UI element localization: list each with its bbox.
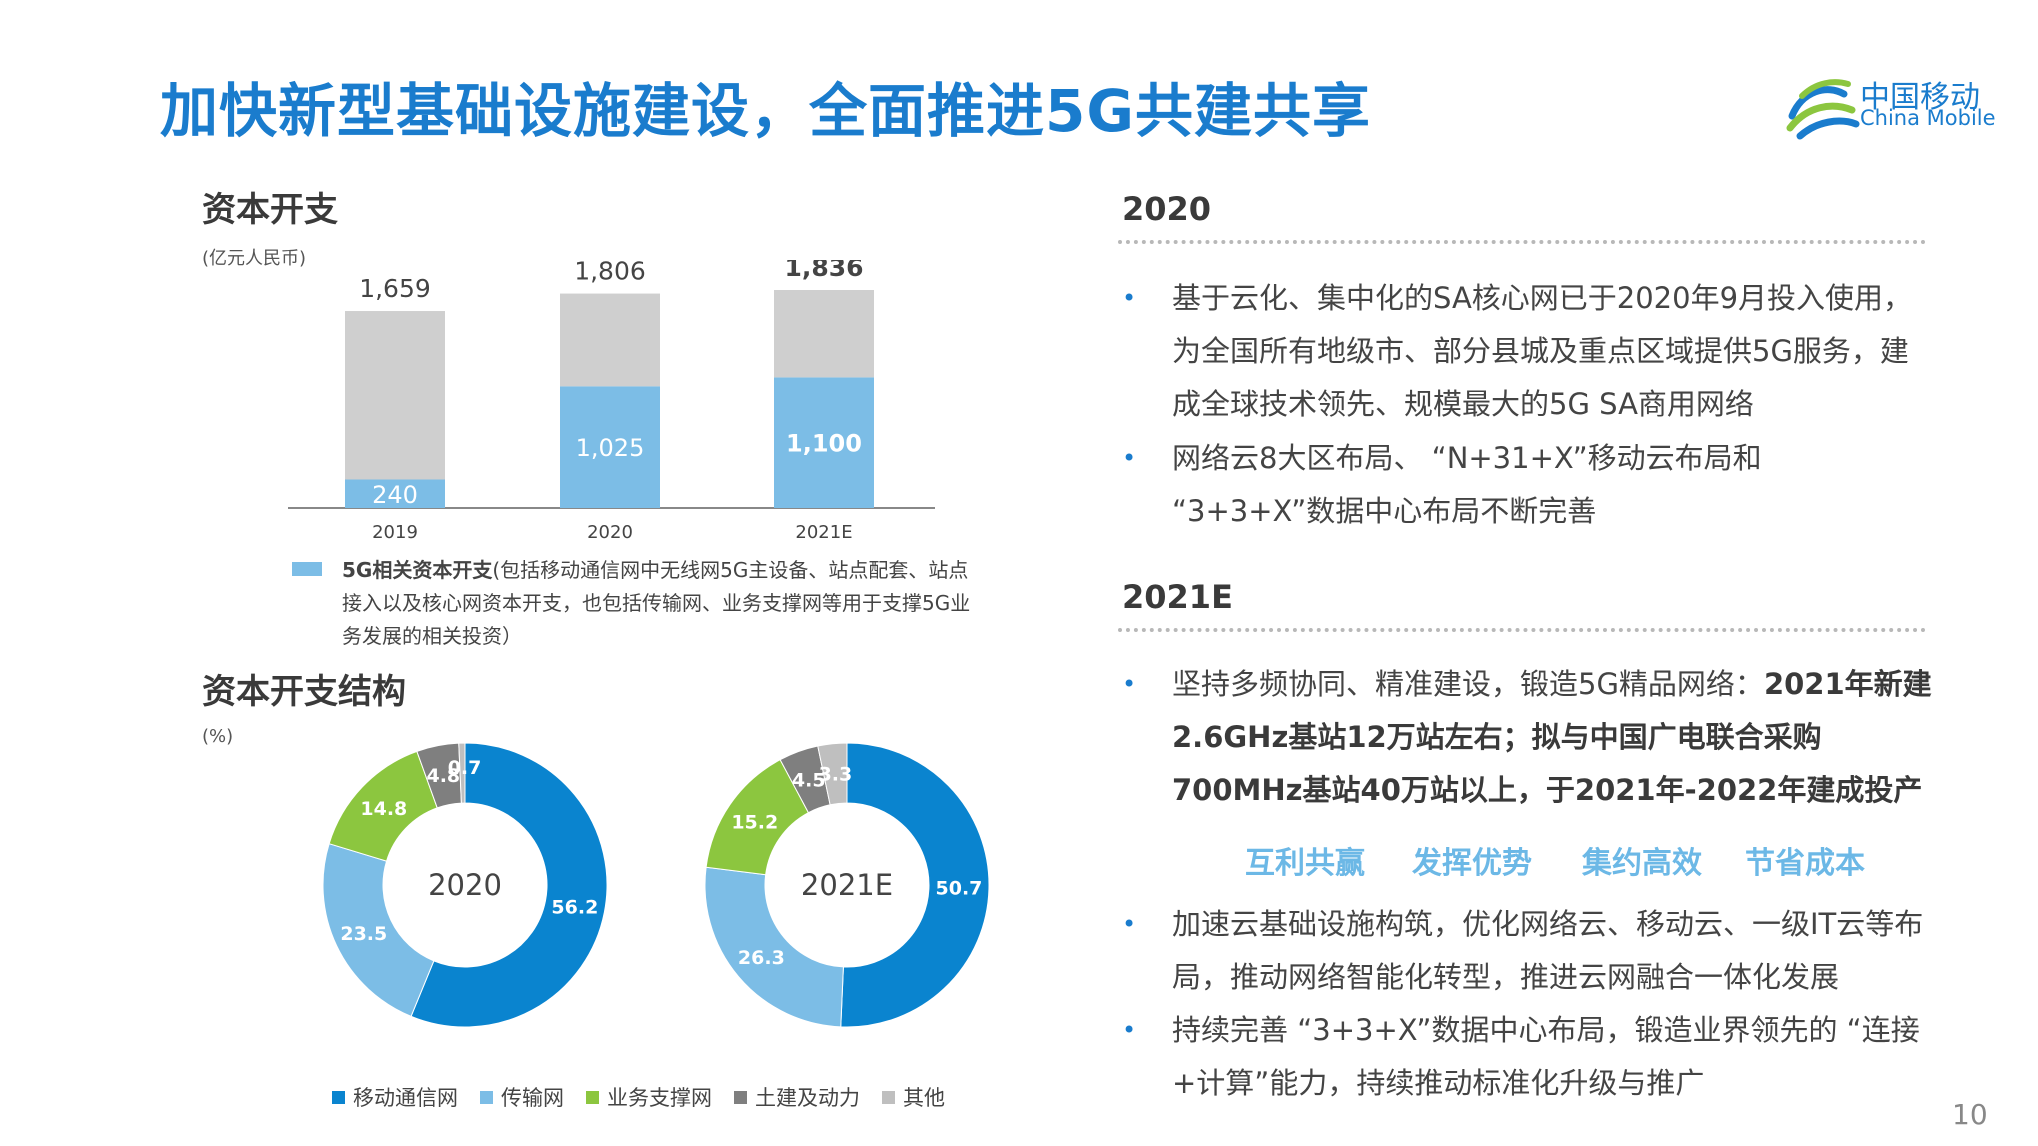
legend-5g-rest: (包括移动通信网中无线网5G主设备、站点配套、站点接入以及核心网资本开支，也包括…	[342, 558, 971, 648]
structure-heading: 资本开支结构	[202, 672, 406, 712]
donut-chart-2021e: 50.7 26.3 15.2 4.53.3 2021E	[704, 742, 990, 1028]
keyword-1: 互利共赢	[1245, 846, 1365, 881]
bar-5g-2020	[560, 386, 660, 508]
donut-legend: 移动通信网 传输网 业务支撑网 土建及动力 其他	[332, 1082, 945, 1112]
donut-center-label: 2020	[428, 868, 502, 902]
bullet-2021-2: • 加速云基础设施构筑，优化网络云、移动云、一级IT云等布局，推动网络智能化转型…	[1122, 898, 1932, 1004]
legend-5g-swatch	[292, 562, 322, 576]
donut-chart-2020: 56.2 23.5 14.8 4.80.7 2020	[322, 742, 608, 1028]
donut-slice-传输网	[322, 843, 435, 1018]
x-tick-2021E: 2021E	[795, 522, 852, 543]
bullet-2020-2-text: 网络云8大区布局、 “N+31+X”移动云布局和 “3+3+X”数据中心布局不断…	[1172, 441, 1762, 528]
donut-label-业务支撑网: 14.8	[360, 798, 407, 820]
legend-item-其他: 其他	[882, 1082, 945, 1112]
bar-other-2020	[560, 293, 660, 387]
donut-label-移动通信网: 56.2	[551, 897, 598, 919]
logo-en-text: China Mobile	[1860, 106, 1996, 130]
structure-unit: (%)	[202, 726, 234, 747]
donut-slice-移动通信网	[840, 742, 990, 1028]
bullet-2021-3-text: 持续完善 “3+3+X”数据中心布局，锻造业界领先的 “连接+计算”能力，持续推…	[1172, 1013, 1920, 1100]
logo-cn-text: 中国移动	[1860, 80, 1980, 115]
legend-swatch	[586, 1090, 599, 1104]
legend-swatch	[480, 1090, 493, 1104]
legend-swatch	[882, 1090, 895, 1104]
legend-item-传输网: 传输网	[480, 1082, 564, 1112]
donut-label-移动通信网: 50.7	[936, 877, 983, 899]
donut-label-其他: 0.7	[448, 757, 482, 779]
bullet-dot-icon: •	[1122, 444, 1137, 472]
bullet-2020-1-text: 基于云化、集中化的SA核心网已于2020年9月投入使用，为全国所有地级市、部分县…	[1172, 281, 1913, 421]
bullet-dot-icon: •	[1122, 284, 1137, 312]
divider-2020	[1118, 240, 1926, 244]
bullet-2021-3: • 持续完善 “3+3+X”数据中心布局，锻造业界领先的 “连接+计算”能力，持…	[1122, 1004, 1932, 1110]
heading-2020: 2020	[1122, 190, 1212, 228]
legend-item-移动通信网: 移动通信网	[332, 1082, 458, 1112]
legend-5g-bold: 5G相关资本开支	[342, 558, 493, 582]
bar-label-5g-2019: 240	[372, 481, 418, 509]
keyword-2: 发挥优势	[1412, 846, 1532, 881]
legend-label: 传输网	[501, 1086, 564, 1110]
legend-label: 土建及动力	[755, 1086, 860, 1110]
donut-slice-传输网	[704, 866, 844, 1028]
bar-label-5g-2020: 1,025	[576, 434, 645, 462]
bar-other-2021E	[774, 290, 874, 378]
bullet-dot-icon: •	[1122, 670, 1137, 698]
china-mobile-logo-icon	[1786, 79, 1860, 140]
bar-5g-2021E	[774, 377, 874, 508]
bullet-2021-2-text: 加速云基础设施构筑，优化网络云、移动云、一级IT云等布局，推动网络智能化转型，推…	[1172, 907, 1924, 994]
donut-center-label: 2021E	[801, 868, 893, 902]
legend-label: 其他	[903, 1086, 945, 1110]
donut-label-土建及动力: 4.8	[426, 765, 460, 787]
bullet-2020-1: • 基于云化、集中化的SA核心网已于2020年9月投入使用，为全国所有地级市、部…	[1122, 272, 1932, 431]
heading-2021e: 2021E	[1122, 578, 1233, 616]
bar-total-label-2019: 1,659	[359, 274, 431, 303]
keyword-4: 节省成本	[1745, 846, 1865, 881]
bar-other-2019	[345, 311, 445, 480]
donut-label-土建及动力: 4.5	[792, 770, 826, 792]
donut-label-其他: 3.3	[819, 764, 853, 786]
divider-2021e	[1118, 628, 1926, 632]
bar-total-label-2020: 1,806	[574, 260, 646, 286]
donut-label-业务支撑网: 15.2	[731, 811, 778, 833]
capex-bar-chart: 240 1,659 2019 1,025 1,806 2020 1,100 1,836 2021…	[288, 260, 935, 543]
page-title: 加快新型基础设施建设，全面推进5G共建共享	[160, 77, 1371, 145]
bar-5g-2019	[345, 479, 445, 508]
legend-item-土建及动力: 土建及动力	[734, 1082, 860, 1112]
donut-slice-其他	[817, 742, 848, 806]
legend-5g-text: 5G相关资本开支(包括移动通信网中无线网5G主设备、站点配套、站点接入以及核心网…	[342, 554, 982, 653]
legend-label: 移动通信网	[353, 1086, 458, 1110]
capex-unit: (亿元人民币)	[202, 248, 307, 269]
capex-heading: 资本开支	[202, 190, 338, 230]
bullet-2021-1-bold: 2021年新建2.6GHz基站12万站左右；拟与中国广电联合采购700MHz基站…	[1172, 667, 1932, 807]
bullet-2021-1-plain: 坚持多频协同、精准建设，锻造5G精品网络：	[1172, 667, 1764, 701]
x-tick-2019: 2019	[372, 522, 418, 543]
bullet-2021-1: • 坚持多频协同、精准建设，锻造5G精品网络：2021年新建2.6GHz基站12…	[1122, 658, 1932, 817]
bullet-dot-icon: •	[1122, 1016, 1137, 1044]
legend-item-业务支撑网: 业务支撑网	[586, 1082, 712, 1112]
donut-slice-其他	[458, 742, 466, 804]
donut-slice-移动通信网	[410, 742, 608, 1028]
legend-label: 业务支撑网	[607, 1086, 712, 1110]
legend-swatch	[332, 1090, 345, 1104]
donut-label-传输网: 23.5	[340, 923, 387, 945]
bar-label-5g-2021E: 1,100	[786, 430, 862, 458]
keyword-3: 集约高效	[1582, 846, 1702, 881]
bullet-2020-2: • 网络云8大区布局、 “N+31+X”移动云布局和 “3+3+X”数据中心布局…	[1122, 432, 1932, 538]
bullet-dot-icon: •	[1122, 910, 1137, 938]
donut-label-传输网: 26.3	[738, 947, 785, 969]
x-tick-2020: 2020	[587, 522, 633, 543]
page-number: 10	[1952, 1098, 1988, 1131]
legend-swatch	[734, 1090, 747, 1104]
bar-total-label-2021E: 1,836	[784, 260, 863, 282]
